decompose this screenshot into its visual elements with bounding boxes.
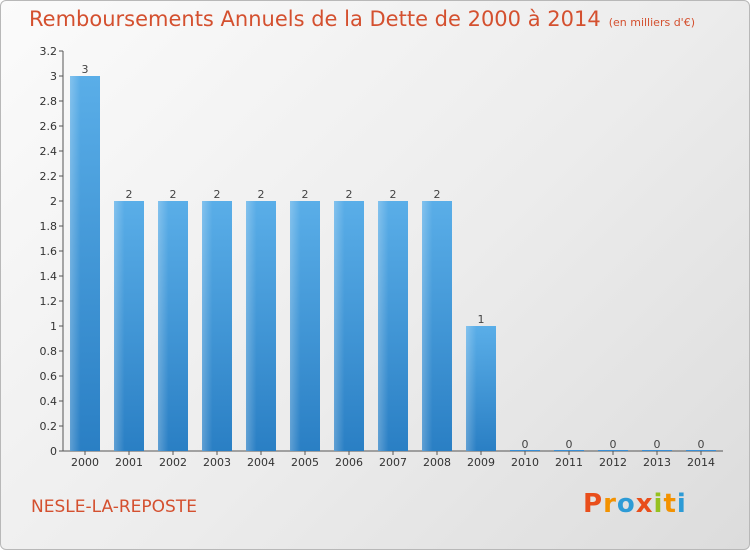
y-tick-label: 0.2: [40, 420, 58, 433]
y-tick-label: 1.2: [40, 295, 58, 308]
data-label: 0: [698, 438, 705, 451]
data-label: 2: [126, 188, 133, 201]
y-tick-label: 2.2: [40, 170, 58, 183]
bar-highlight: [70, 76, 100, 451]
data-label: 2: [214, 188, 221, 201]
chart-subtitle: (en milliers d'€): [608, 16, 695, 29]
data-label: 2: [258, 188, 265, 201]
x-tick-label: 2003: [203, 456, 231, 469]
y-tick-label: 0.4: [40, 395, 58, 408]
y-tick-label: 1.8: [40, 220, 58, 233]
x-tick-label: 2001: [115, 456, 143, 469]
y-tick-label: 2.4: [40, 145, 58, 158]
y-tick-label: 0.6: [40, 370, 58, 383]
chart-bars: [70, 76, 716, 451]
x-tick-label: 2013: [643, 456, 671, 469]
y-tick-label: 0.8: [40, 345, 58, 358]
bar-highlight: [378, 201, 408, 451]
logo-letter: o: [616, 489, 636, 519]
x-tick-label: 2011: [555, 456, 583, 469]
logo-letter: t: [663, 489, 677, 519]
y-tick-label: 3.2: [40, 45, 58, 58]
y-tick-label: 1.4: [40, 270, 58, 283]
logo-letter: i: [676, 489, 687, 519]
chart-labels: 2000320012200222003220042200522006220072…: [71, 63, 715, 469]
data-label: 3: [82, 63, 89, 76]
data-label: 0: [566, 438, 573, 451]
bar-highlight: [114, 201, 144, 451]
x-tick-label: 2006: [335, 456, 363, 469]
data-label: 2: [434, 188, 441, 201]
y-tick-label: 1: [50, 320, 57, 333]
x-tick-label: 2012: [599, 456, 627, 469]
bar-highlight: [158, 201, 188, 451]
proxiti-logo[interactable]: Proxiti: [583, 489, 687, 519]
y-tick-label: 3: [50, 70, 57, 83]
y-tick-label: 2.8: [40, 95, 58, 108]
x-tick-label: 2014: [687, 456, 715, 469]
x-tick-label: 2000: [71, 456, 99, 469]
x-tick-label: 2004: [247, 456, 275, 469]
data-label: 2: [390, 188, 397, 201]
bar-highlight: [422, 201, 452, 451]
bar-highlight: [466, 326, 496, 451]
data-label: 2: [346, 188, 353, 201]
data-label: 2: [302, 188, 309, 201]
bar-highlight: [246, 201, 276, 451]
bar-highlight: [334, 201, 364, 451]
chart-title-text: Remboursements Annuels de la Dette de 20…: [29, 7, 601, 31]
data-label: 2: [170, 188, 177, 201]
x-tick-label: 2002: [159, 456, 187, 469]
logo-letter: P: [583, 489, 604, 519]
data-label: 0: [522, 438, 529, 451]
y-tick-label: 2.6: [40, 120, 58, 133]
x-tick-label: 2008: [423, 456, 451, 469]
x-tick-label: 2005: [291, 456, 319, 469]
chart-title: Remboursements Annuels de la Dette de 20…: [29, 7, 695, 31]
data-label: 1: [478, 313, 485, 326]
x-tick-label: 2010: [511, 456, 539, 469]
chart-axes: 0 0.2 0.4 0.6 0.8 1 1.2 1.4 1.6 1.8 2 2.2 2.4 2.6 2.8 3…: [40, 45, 723, 458]
data-label: 0: [610, 438, 617, 451]
bar-highlight: [290, 201, 320, 451]
logo-letter: r: [603, 489, 617, 519]
x-tick-label: 2009: [467, 456, 495, 469]
y-tick-label: 1.6: [40, 245, 58, 258]
bar-highlight: [202, 201, 232, 451]
logo-letter: x: [635, 489, 654, 519]
x-tick-label: 2007: [379, 456, 407, 469]
y-tick-label: 2: [50, 195, 57, 208]
commune-name: NESLE-LA-REPOSTE: [31, 497, 197, 517]
logo-letter: i: [653, 489, 664, 519]
y-tick-label: 0: [50, 445, 57, 458]
data-label: 0: [654, 438, 661, 451]
